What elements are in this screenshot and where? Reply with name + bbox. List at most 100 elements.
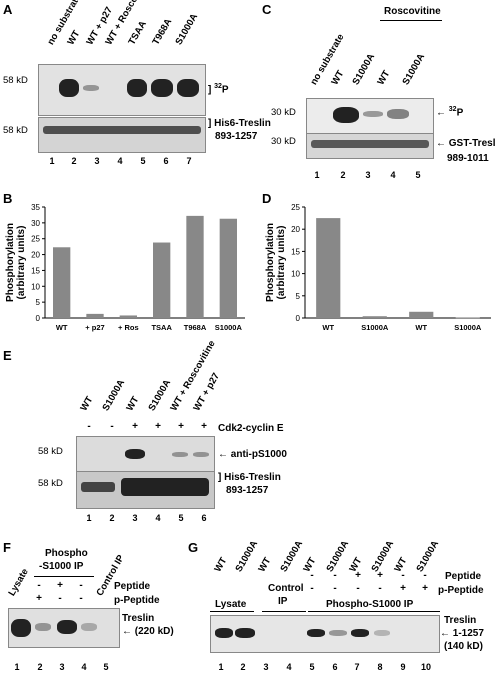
lane-number: 5: [415, 170, 421, 180]
lane-number: 2: [240, 662, 246, 672]
panel-c-letter: C: [262, 2, 272, 17]
lane-number: 4: [81, 662, 87, 672]
lane-number: 2: [37, 662, 43, 672]
y-tick-label: 0: [36, 314, 41, 323]
lane-label: S1000A: [173, 11, 201, 48]
protein-range: ← 1-1257: [440, 628, 484, 639]
substrate-label: ← GST-Treslin: [436, 138, 496, 149]
substrate-label: ] His6-Treslin: [208, 118, 271, 129]
y-tick-label: 25: [31, 235, 40, 244]
sign: -: [423, 570, 427, 581]
sign: +: [400, 583, 406, 594]
group-lysate: Lysate: [215, 599, 247, 610]
y-tick-label: 10: [31, 282, 40, 291]
sign: +: [377, 570, 383, 581]
x-tick-label: S1000A: [215, 323, 243, 332]
y-tick-label: 15: [291, 247, 300, 256]
sign: -: [37, 580, 41, 591]
bar: [53, 247, 71, 318]
lane-label: S1000A: [414, 538, 442, 574]
lane-number: 6: [163, 156, 169, 166]
lane-label: WT: [329, 68, 347, 87]
sign: -: [310, 583, 314, 594]
lane-label: S1000A: [400, 51, 428, 87]
y-tick-label: 10: [291, 270, 300, 279]
marker-58kd: 58 kD: [38, 478, 63, 489]
lane-label: Lysate: [6, 566, 31, 598]
lane-number: 5: [103, 662, 109, 672]
peptide-label: Peptide: [445, 571, 482, 582]
ip-label-2: -S1000 IP: [39, 561, 84, 572]
marker-58kd: 58 kD: [3, 125, 28, 136]
ip-western-blot: [210, 615, 440, 653]
y-tick-label: 5: [296, 292, 301, 301]
bar: [186, 215, 204, 318]
lane-number: 2: [71, 156, 77, 166]
western-blot: [76, 436, 215, 472]
x-tick-label: T968A: [184, 323, 207, 332]
lane-label: S1000A: [350, 51, 378, 87]
sign: +: [57, 580, 63, 591]
bar: [455, 317, 480, 319]
sign: +: [155, 421, 161, 432]
lane-label: WT: [78, 394, 96, 413]
lane-number: 1: [14, 662, 20, 672]
group-line: [210, 611, 254, 612]
sign: +: [36, 593, 42, 604]
x-tick-label: + Ros: [118, 323, 139, 332]
lane-number: 5: [178, 513, 184, 523]
panel-g-letter: G: [188, 540, 199, 555]
x-tick-label: WT: [415, 323, 427, 332]
lane-number: 4: [155, 513, 161, 523]
ip-western-blot: [8, 608, 120, 648]
ppeptide-label: p-Peptide: [114, 595, 160, 606]
sign: -: [110, 421, 114, 432]
sign: -: [333, 583, 337, 594]
group-line: [380, 20, 442, 21]
lane-number: 3: [94, 156, 100, 166]
western-blot-loading: [76, 471, 215, 509]
lane-number: 3: [59, 662, 65, 672]
chart-b: 0 5 10 15 20 25 30 35 Phosphorylation (arbitrary …: [5, 203, 245, 332]
marker-58kd: 58 kD: [38, 446, 63, 457]
substrate-label: ] His6-Treslin: [218, 472, 281, 483]
autoradiograph: [306, 98, 434, 136]
group-line: [308, 611, 440, 612]
autoradiograph: [38, 64, 206, 116]
x-tick-label: S1000A: [361, 323, 389, 332]
y-tick-label: 25: [291, 203, 300, 212]
bar: [86, 313, 104, 318]
coomassie-blot: [38, 117, 206, 153]
sign: +: [132, 421, 138, 432]
bar: [153, 242, 171, 318]
substrate-label-range: 989-1011: [447, 153, 489, 164]
panel-a-letter: A: [3, 2, 13, 17]
bar: [409, 311, 434, 318]
lane-label: WT: [212, 555, 230, 574]
lane-number: 9: [400, 662, 406, 672]
y-tick-label: 15: [31, 266, 40, 275]
lane-number: 2: [340, 170, 346, 180]
lane-number: 3: [365, 170, 371, 180]
sign: -: [401, 570, 405, 581]
lane-number: 4: [390, 170, 396, 180]
panel-d-letter: D: [262, 191, 272, 206]
group-line: [34, 576, 94, 577]
sign: -: [79, 580, 83, 591]
protein-label: Treslin: [122, 613, 155, 624]
lane-number: 6: [332, 662, 338, 672]
sign: -: [356, 583, 360, 594]
lane-label: T968A: [150, 16, 175, 47]
lane-label: WT: [256, 555, 274, 574]
sign: -: [310, 570, 314, 581]
lane-number: 7: [354, 662, 360, 672]
protein-size: (140 kD): [444, 641, 483, 652]
y-tick-label: 5: [36, 298, 41, 307]
substrate-label-range: 893-1257: [226, 485, 269, 496]
lane-label: TSAA: [126, 19, 149, 47]
lane-number: 5: [309, 662, 315, 672]
lane-number: 6: [201, 513, 207, 523]
lane-number: 3: [132, 513, 138, 523]
y-tick-label: 0: [296, 314, 301, 323]
panel-e-letter: E: [3, 348, 12, 363]
